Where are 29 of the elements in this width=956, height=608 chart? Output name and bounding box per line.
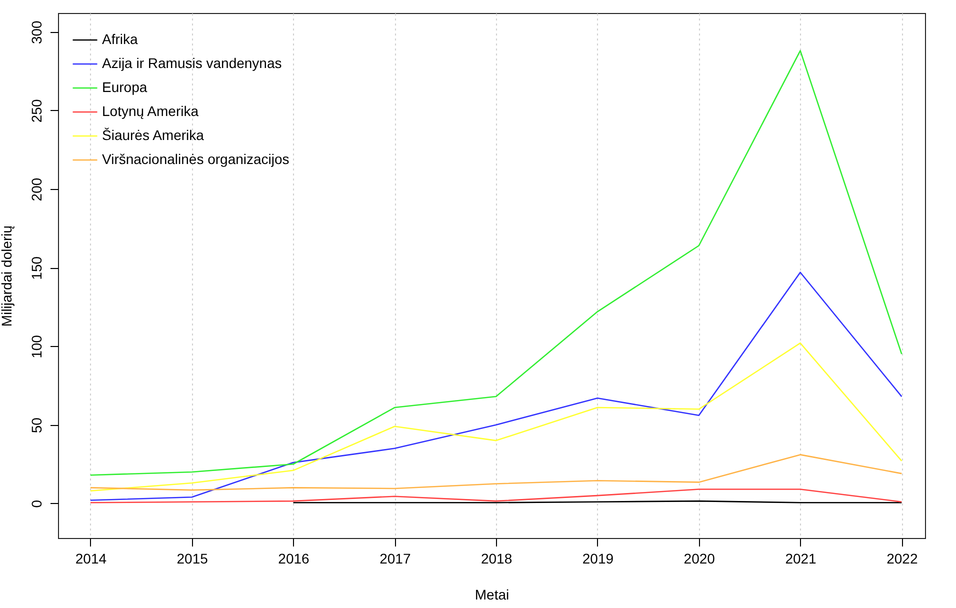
x-tick-label: 2019: [582, 550, 614, 566]
x-tick-label: 2018: [480, 550, 512, 566]
x-tick-label: 2021: [785, 550, 817, 566]
y-tick-label: 100: [28, 334, 44, 358]
line-series: [90, 488, 902, 504]
legend-label: Viršnacionalinės organizacijos: [102, 151, 290, 167]
y-tick-label: 300: [28, 20, 44, 44]
y-tick-label: 0: [28, 500, 44, 508]
x-tick-label: 2016: [278, 550, 310, 566]
legend-label: Šiaurės Amerika: [102, 127, 204, 143]
legend-label: Afrika: [102, 31, 138, 47]
x-tick-label: 2022: [886, 550, 918, 566]
x-tick-label: 2020: [684, 550, 716, 566]
x-tick-label: 2014: [75, 550, 107, 566]
x-tick-label: 2017: [380, 550, 411, 566]
legend-label: Lotynų Amerika: [102, 103, 199, 119]
y-tick-label: 250: [28, 99, 44, 123]
line-series: [90, 50, 902, 476]
line-series: [90, 342, 902, 492]
legend-label: Azija ir Ramusis vandenynas: [102, 55, 282, 71]
legend-label: Europa: [102, 79, 148, 95]
x-axis-title: Metai: [474, 586, 510, 602]
line-series: [90, 272, 902, 501]
x-tick-label: 2015: [176, 550, 208, 566]
y-axis-title: Milijardai dolerių: [0, 225, 14, 327]
y-tick-label: 150: [28, 256, 44, 280]
y-tick-label: 200: [28, 178, 44, 202]
line-series: [90, 454, 902, 491]
y-tick-label: 50: [28, 417, 44, 434]
